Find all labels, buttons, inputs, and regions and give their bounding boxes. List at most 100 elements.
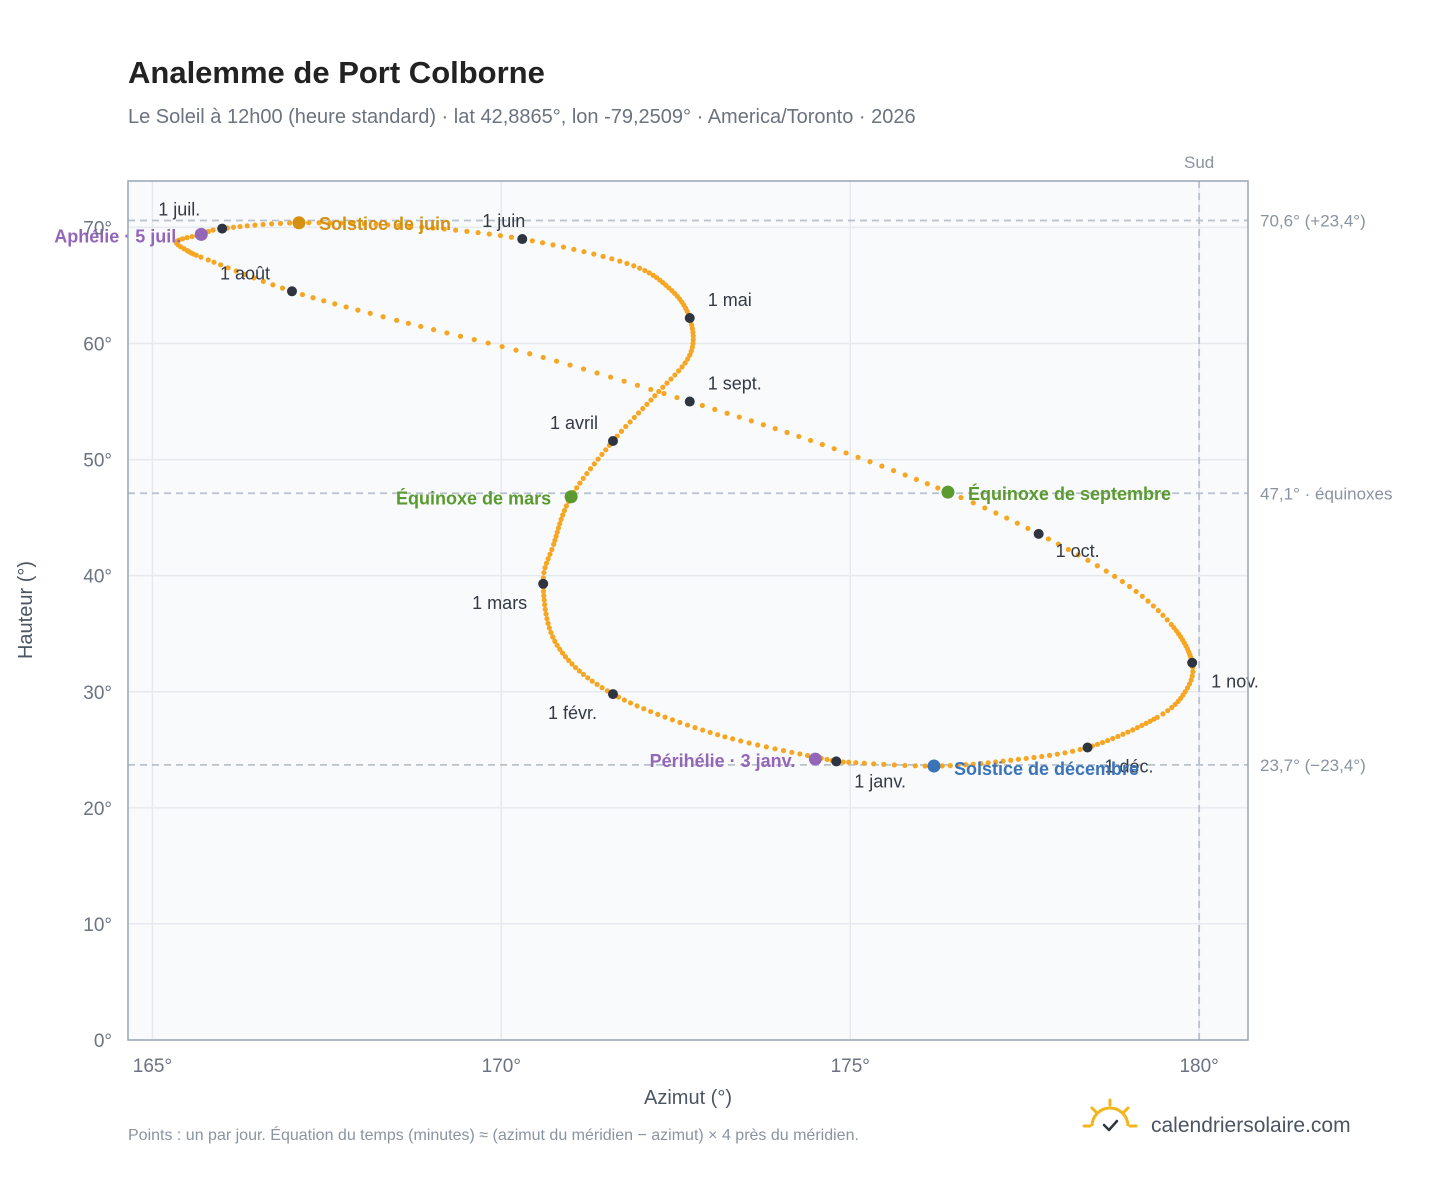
brand-logo[interactable]: calendriersolaire.com	[1082, 1098, 1351, 1137]
daily-sun-point	[542, 565, 548, 571]
month-marker-label: 1 janv.	[854, 771, 906, 791]
footer-note: Points : un par jour. Équation du temps …	[128, 1125, 859, 1144]
daily-sun-point	[780, 747, 787, 754]
daily-sun-point	[591, 251, 597, 257]
reference-lines	[128, 181, 1248, 1040]
daily-sun-point	[542, 606, 548, 612]
event-marker	[927, 759, 941, 773]
daily-sun-point	[627, 419, 633, 425]
daily-sun-point	[193, 252, 199, 258]
daily-sun-point	[225, 265, 231, 271]
daily-sun-point	[890, 467, 897, 474]
daily-sun-point	[310, 295, 316, 301]
daily-sun-point	[471, 337, 477, 343]
daily-sun-point	[939, 763, 945, 769]
daily-sun-point	[843, 450, 849, 456]
daily-sun-point	[867, 459, 873, 465]
daily-sun-point	[955, 762, 961, 768]
event-label: Aphélie · 5 juil.	[54, 226, 181, 246]
daily-sun-point	[549, 546, 555, 553]
daily-sun-point	[672, 372, 678, 378]
daily-sun-point	[1069, 748, 1076, 754]
daily-sun-point	[1045, 536, 1052, 542]
daily-sun-point	[804, 752, 811, 759]
month-marker	[1187, 657, 1198, 668]
daily-sun-point	[679, 364, 685, 370]
event-marker	[564, 490, 578, 504]
daily-sun-point	[963, 762, 969, 768]
daily-sun-point	[184, 235, 190, 241]
daily-sun-point	[485, 340, 491, 346]
daily-sun-point	[557, 521, 563, 527]
daily-sun-point	[554, 642, 560, 648]
event-marker	[194, 227, 208, 241]
daily-sun-point	[580, 475, 586, 481]
month-marker	[831, 756, 842, 767]
daily-sun-point	[1055, 541, 1062, 547]
daily-sun-point	[648, 397, 654, 403]
daily-sun-point	[641, 706, 647, 712]
daily-sun-point	[269, 221, 275, 227]
daily-sun-point	[646, 270, 652, 276]
daily-sun-point	[807, 437, 814, 444]
daily-sun-point	[591, 461, 597, 467]
daily-sun-point	[594, 370, 600, 376]
daily-sun-point	[1110, 735, 1116, 742]
daily-sun-point	[993, 510, 999, 516]
daily-sun-point	[1188, 677, 1194, 683]
daily-sun-point	[600, 253, 606, 260]
daily-sun-point	[1054, 751, 1060, 757]
daily-sun-point	[580, 366, 587, 372]
daily-sun-point	[513, 347, 519, 353]
daily-sun-point	[529, 238, 535, 244]
y-tick-label: 40°	[83, 567, 112, 588]
daily-sun-point	[902, 472, 908, 478]
event-marker	[941, 485, 955, 499]
y-tick-label: 20°	[83, 799, 112, 820]
daily-sun-point	[210, 227, 216, 233]
month-marker	[538, 578, 549, 589]
daily-sun-point	[772, 746, 778, 752]
daily-sun-point	[418, 323, 424, 330]
daily-sun-point	[707, 729, 713, 736]
daily-sun-point	[661, 390, 667, 397]
event-marker	[808, 752, 822, 766]
event-label: Solstice de décembre	[954, 759, 1139, 779]
daily-sun-point	[796, 433, 802, 440]
daily-sun-point	[789, 749, 795, 755]
daily-sun-point	[636, 410, 642, 416]
daily-sun-point	[637, 265, 643, 271]
daily-sun-point	[634, 382, 641, 388]
daily-sun-point	[571, 246, 577, 252]
daily-sun-point	[279, 285, 286, 291]
daily-sun-point	[699, 402, 705, 409]
event-marker	[292, 216, 306, 230]
daily-sun-point	[580, 671, 587, 678]
month-marker-label: 1 mai	[708, 290, 752, 310]
x-tick-label: 175°	[831, 1056, 870, 1077]
daily-sun-point	[607, 374, 614, 380]
daily-sun-point	[453, 227, 459, 233]
daily-sun-point	[581, 249, 587, 255]
daily-sun-point	[861, 760, 867, 766]
daily-sun-point	[724, 410, 730, 416]
daily-sun-point	[251, 275, 257, 281]
daily-sun-point	[621, 697, 627, 703]
daily-sun-point	[674, 394, 680, 401]
daily-sun-point	[738, 738, 744, 744]
daily-sun-point	[198, 254, 204, 260]
event-label: Équinoxe de mars	[396, 488, 551, 509]
daily-sun-point	[1143, 720, 1149, 726]
daily-sun-point	[1115, 733, 1121, 740]
daily-sun-point	[584, 470, 590, 477]
daily-sun-point	[631, 414, 637, 421]
x-tick-label: 180°	[1179, 1056, 1218, 1077]
altitude-reference-label: 23,7° (−23,4°)	[1260, 756, 1366, 775]
daily-sun-point	[784, 429, 790, 436]
daily-sun-point	[664, 380, 670, 386]
daily-sun-point	[242, 271, 248, 277]
brand-name[interactable]: calendriersolaire.com	[1151, 1114, 1351, 1137]
plot-frame	[127, 180, 1249, 1041]
daily-sun-point	[676, 368, 682, 374]
